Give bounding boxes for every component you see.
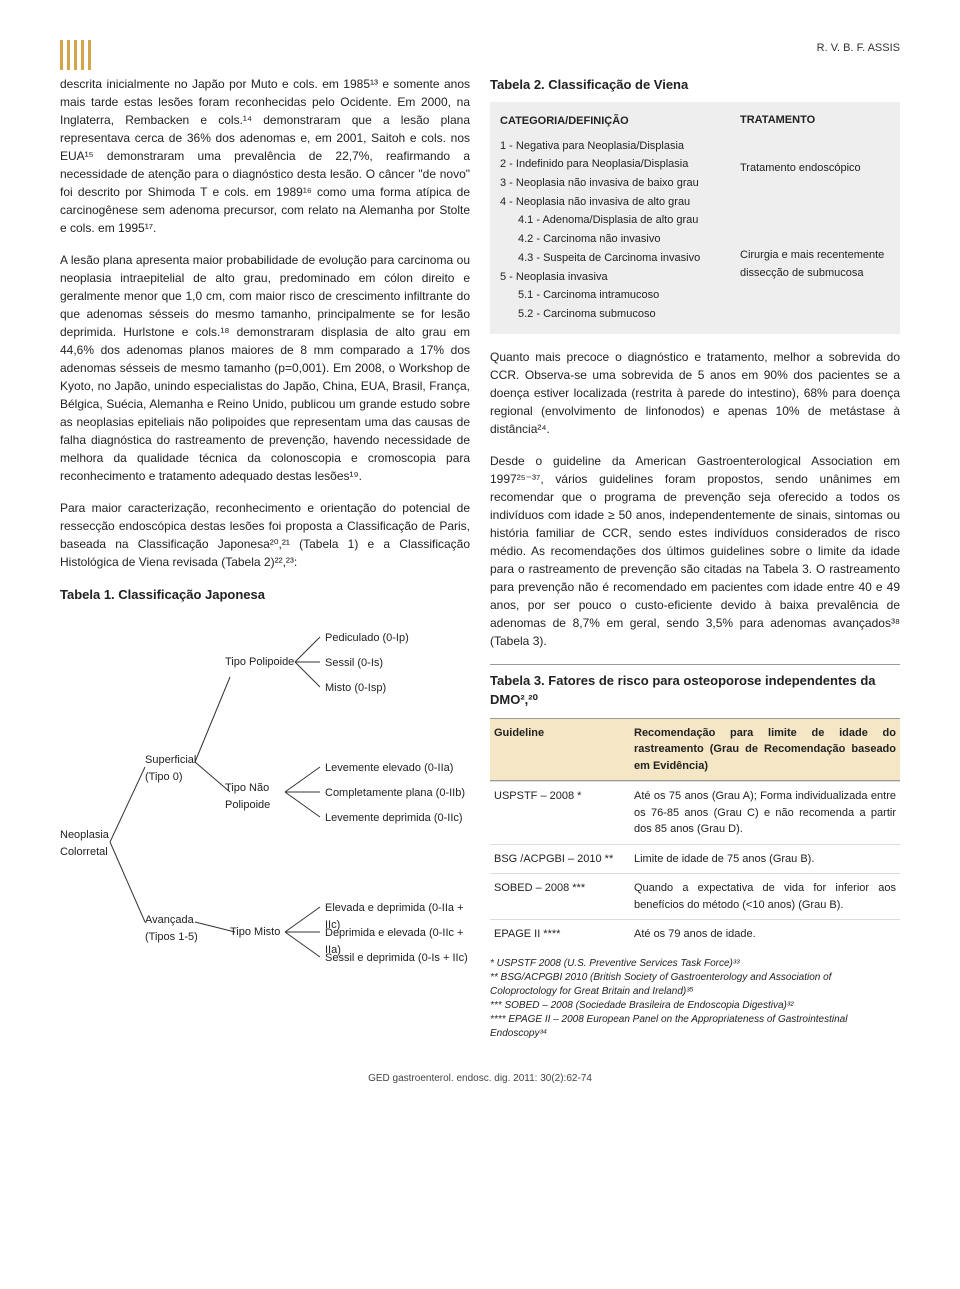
left-column: descrita inicialmente no Japão por Muto … (60, 75, 470, 1041)
tree-node: Avançada (Tipos 1-5) (145, 912, 205, 945)
table3-row: SOBED – 2008 *** Quando a expectativa de … (490, 873, 900, 919)
table2-right: TRATAMENTO Tratamento endoscópico Cirurg… (740, 112, 890, 324)
table2-item: 4 - Neoplasia não invasiva de alto grau (500, 193, 728, 212)
table3-row: BSG /ACPGBI – 2010 ** Limite de idade de … (490, 844, 900, 874)
table3-cell: SOBED – 2008 *** (494, 880, 624, 913)
table2-subitem: 4.2 - Carcinoma não invasivo (500, 230, 728, 249)
table2-item: 2 - Indefinido para Neoplasia/Displasia (500, 155, 728, 174)
table2-treatment: Tratamento endoscópico (740, 160, 890, 178)
table2-treatment: Cirurgia e mais recentemente dissecção d… (740, 247, 890, 282)
table2-header: TRATAMENTO (740, 112, 890, 130)
table2-item: 1 - Negativa para Neoplasia/Displasia (500, 137, 728, 156)
tree-node: Tipo Polipoide (225, 654, 294, 671)
table3-header-cell: Recomendação para limite de idade do ras… (634, 725, 896, 775)
table3-header: Guideline Recomendação para limite de id… (490, 718, 900, 782)
footnote: **** EPAGE II – 2008 European Panel on t… (490, 1013, 900, 1041)
table2-title: Tabela 2. Classificação de Viena (490, 75, 900, 95)
table2-header: CATEGORIA/DEFINIÇÃO (500, 112, 728, 131)
table3-cell: Quando a expectativa de vida for inferio… (634, 880, 896, 913)
table3-header-cell: Guideline (494, 725, 624, 775)
tree-node: Tipo Misto (230, 924, 280, 941)
tree-leaf: Sessil e deprimida (0-Is + IIc) (325, 950, 468, 967)
table3-cell: Até os 79 anos de idade. (634, 926, 896, 943)
header-decoration (60, 40, 91, 70)
tree-leaf: Sessil (0-Is) (325, 655, 383, 672)
table3-cell: EPAGE II **** (494, 926, 624, 943)
page-footer: GED gastroenterol. endosc. dig. 2011: 30… (60, 1071, 900, 1086)
tree-node: Tipo Não Polipoide (225, 780, 285, 813)
table3-cell: Limite de idade de 75 anos (Grau B). (634, 851, 896, 868)
footnote: ** BSG/ACPGBI 2010 (British Society of G… (490, 971, 900, 999)
tree-leaf: Completamente plana (0-IIb) (325, 785, 465, 802)
paragraph: descrita inicialmente no Japão por Muto … (60, 75, 470, 237)
table2-item: 3 - Neoplasia não invasiva de baixo grau (500, 174, 728, 193)
table2-item: 5 - Neoplasia invasiva (500, 268, 728, 287)
tree-node: Superficial (Tipo 0) (145, 752, 205, 785)
table2-subitem: 4.3 - Suspeita de Carcinoma invasivo (500, 249, 728, 268)
table2-subitem: 5.2 - Carcinoma submucoso (500, 305, 728, 324)
table3-cell: BSG /ACPGBI – 2010 ** (494, 851, 624, 868)
table3-row: USPSTF – 2008 *Até os 75 anos (Grau A); … (490, 781, 900, 844)
table2-left: CATEGORIA/DEFINIÇÃO 1 - Negativa para Ne… (500, 112, 728, 324)
table2-subitem: 4.1 - Adenoma/Displasia de alto grau (500, 211, 728, 230)
table3-cell: Até os 75 anos (Grau A); Forma individua… (634, 788, 896, 838)
paragraph: Desde o guideline da American Gastroente… (490, 452, 900, 650)
table3-title: Tabela 3. Fatores de risco para osteopor… (490, 664, 900, 710)
tree-leaf: Levemente deprimida (0-IIc) (325, 810, 463, 827)
paragraph: A lesão plana apresenta maior probabilid… (60, 251, 470, 485)
paragraph: Quanto mais precoce o diagnóstico e trat… (490, 348, 900, 438)
tree-leaf: Levemente elevado (0-IIa) (325, 760, 453, 777)
footnote: *** SOBED – 2008 (Sociedade Brasileira d… (490, 999, 900, 1013)
table2: CATEGORIA/DEFINIÇÃO 1 - Negativa para Ne… (490, 102, 900, 334)
two-column-layout: descrita inicialmente no Japão por Muto … (60, 75, 900, 1041)
tree-leaf: Pediculado (0-Ip) (325, 630, 409, 647)
tree-leaf: Misto (0-Isp) (325, 680, 386, 697)
paragraph: Para maior caracterização, reconheciment… (60, 499, 470, 571)
right-column: Tabela 2. Classificação de Viena CATEGOR… (490, 75, 900, 1041)
table3-footnotes: * USPSTF 2008 (U.S. Preventive Services … (490, 957, 900, 1041)
footnote: * USPSTF 2008 (U.S. Preventive Services … (490, 957, 900, 971)
table1-title: Tabela 1. Classificação Japonesa (60, 585, 470, 605)
table3-body: USPSTF – 2008 *Até os 75 anos (Grau A); … (490, 781, 900, 949)
table1-diagram: Neoplasia Colorretal Superficial (Tipo 0… (60, 612, 470, 992)
table3-row: EPAGE II **** Até os 79 anos de idade. (490, 919, 900, 949)
author-name: R. V. B. F. ASSIS (60, 40, 900, 57)
tree-root: Neoplasia Colorretal (60, 827, 115, 860)
table3-cell: USPSTF – 2008 * (494, 788, 624, 838)
table2-subitem: 5.1 - Carcinoma intramucoso (500, 286, 728, 305)
